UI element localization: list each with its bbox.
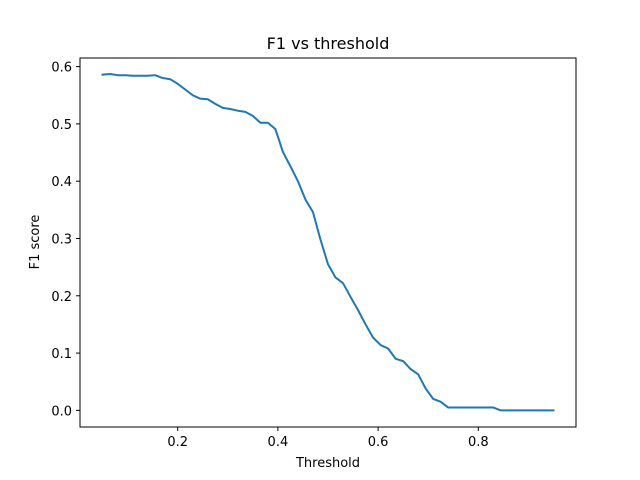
chart-title: F1 vs threshold [267,34,390,53]
f1-series-line [101,73,555,412]
x-axis: 0.2 0.4 0.6 0.8 [167,427,489,450]
plot-area [79,57,577,428]
plot-frame [79,57,577,428]
x-tick-label: 0.4 [268,435,289,450]
x-axis-label: Threshold [295,456,360,471]
y-axis: 0.0 0.1 0.2 0.3 0.4 0.5 0.6 [51,61,80,419]
y-axis-label: F1 score [28,215,43,270]
y-tick-label: 0.3 [51,232,72,247]
x-tick-label: 0.8 [468,435,489,450]
series-layer [101,73,555,412]
y-tick-label: 0.2 [51,290,72,305]
x-tick-label: 0.6 [368,435,389,450]
x-tick-label: 0.2 [167,435,188,450]
y-tick-label: 0.5 [51,118,72,133]
y-tick-label: 0.6 [51,61,72,76]
y-tick-label: 0.1 [51,347,72,362]
y-tick-label: 0.4 [51,175,72,190]
y-tick-label: 0.0 [51,404,72,419]
